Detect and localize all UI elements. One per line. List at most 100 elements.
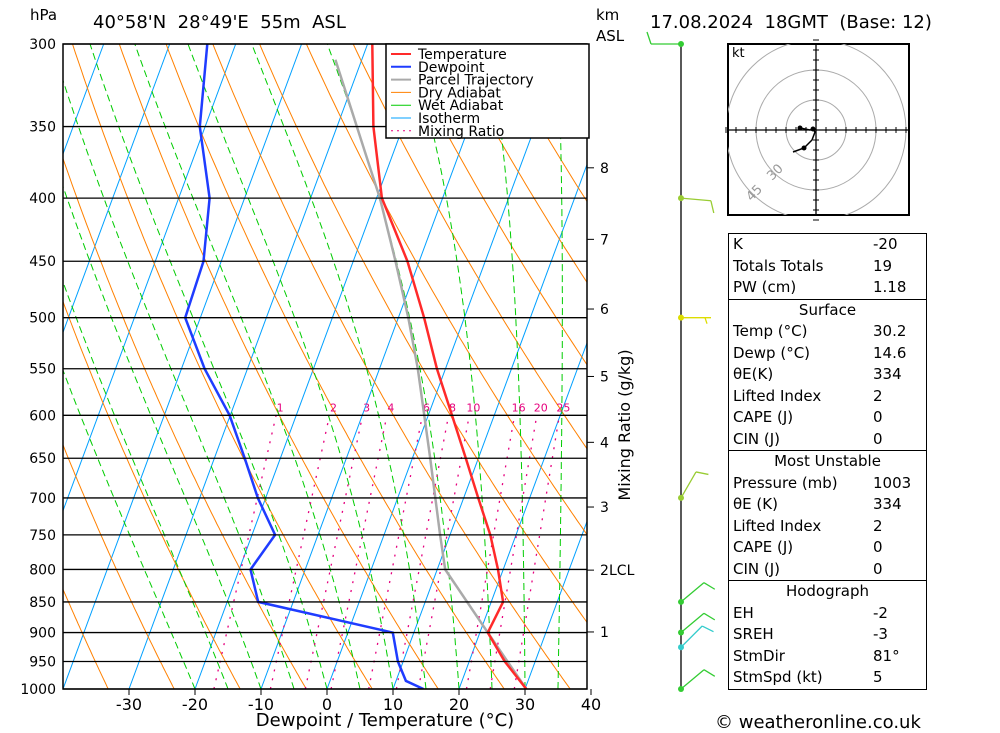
isotherm-line [194, 44, 435, 689]
index-row: Dewp (°C) 14.6 [729, 343, 926, 365]
index-row: θE(K) 334 [729, 364, 926, 386]
wet-adiabat-line [326, 44, 460, 689]
index-label: Dewp (°C) [733, 343, 811, 362]
legend-entry: Parcel Trajectory [418, 73, 534, 89]
wind-barb [680, 669, 716, 690]
pressure-tick-label: 350 [29, 120, 56, 136]
indices-section: Most Unstable Pressure (mb) 1003 θE (K) 334 L… [728, 451, 927, 581]
dry-adiabat-line [446, 44, 587, 284]
index-value: 0 [873, 559, 883, 578]
index-label: K [733, 235, 743, 253]
mixing-ratio-line [395, 415, 450, 689]
wind-barb [681, 317, 711, 324]
wet-adiabat-line [591, 44, 614, 689]
km-label: km [596, 6, 619, 24]
axes: 3003504004505005506006507007508008509009… [20, 37, 634, 714]
asl-label: ASL [596, 27, 625, 45]
pressure-tick-label: 850 [29, 595, 56, 611]
indices-table: K -20 Totals Totals 19 PW (cm) 1.18 Surface Tem… [728, 233, 927, 690]
mixing-ratio-line [330, 415, 388, 689]
mixing-ratio-label: 6 [423, 401, 430, 414]
pressure-tick-label: 300 [29, 37, 56, 53]
x-tick-label: -10 [248, 695, 274, 714]
index-value: -2 [873, 603, 888, 622]
index-label: SREH [733, 625, 774, 643]
dry-adiabat-line [305, 44, 587, 536]
index-value: 0 [873, 538, 883, 556]
dry-adiabat-line [63, 157, 307, 689]
x-tick-label: -30 [116, 695, 142, 714]
isotherm-line [63, 44, 171, 334]
dry-adiabat-line [352, 44, 587, 450]
mixing-ratio-label: 2 [330, 401, 337, 414]
pressure-tick-label: 1000 [20, 682, 56, 698]
mixing-ratio-line [269, 415, 331, 689]
pressure-tick-label: 700 [29, 491, 56, 507]
mixing-ratio-label: 4 [387, 401, 394, 414]
pressure-tick-label: 750 [29, 528, 56, 544]
isotherm-line [63, 44, 303, 689]
section-title: Surface [798, 300, 857, 319]
index-label: Lifted Index [733, 516, 822, 535]
index-row: CIN (J) 0 [729, 559, 926, 581]
wind-barb [680, 612, 716, 634]
pressure-tick-label: 550 [29, 362, 56, 378]
hodograph-point [797, 125, 803, 131]
wind-barb [680, 625, 714, 648]
dry-adiabat-line [118, 44, 439, 689]
index-label: CAPE (J) [733, 408, 794, 426]
index-row: Pressure (mb) 1003 [729, 473, 926, 495]
km-tick-label: 2 [600, 563, 609, 579]
isotherm-line [128, 44, 369, 689]
index-value: 2 [873, 386, 883, 405]
section-title: Most Unstable [774, 452, 881, 470]
index-row: Temp (°C) 30.2 [729, 321, 926, 343]
x-tick-label: 0 [322, 695, 332, 714]
wet-adiabat-line [63, 280, 229, 689]
hodograph-point [810, 126, 816, 132]
index-label: EH [733, 603, 754, 622]
index-label: Temp (°C) [733, 322, 808, 340]
index-row: Totals Totals 19 [729, 256, 926, 278]
index-label: Totals Totals [733, 256, 824, 275]
plot-frame [62, 43, 588, 690]
isotherm-line [524, 519, 587, 689]
mixing-ratio-label: 3 [363, 401, 370, 414]
mixing-ratio-label: 10 [466, 401, 480, 414]
km-tick-label: 7 [600, 232, 609, 248]
wet-adiabat-line [134, 44, 361, 689]
wind-level-dot [678, 644, 684, 651]
index-value: 81° [873, 646, 900, 665]
index-row: θE (K) 334 [729, 494, 926, 516]
wet-adiabat-line [489, 44, 526, 689]
legend-entry: Dry Adiabat [418, 85, 501, 101]
x-tick-label: 20 [449, 695, 469, 714]
dry-adiabat-line [63, 443, 175, 689]
mixing-ratio-axis-label: Mixing Ratio (g/kg) [615, 349, 634, 500]
index-value: 19 [873, 256, 893, 275]
km-tick-label: 8 [600, 161, 609, 177]
index-label: StmSpd (kt) [733, 668, 823, 686]
index-label: Lifted Index [733, 386, 822, 405]
mixing-ratio-label: 25 [556, 401, 570, 414]
isotherm-line [392, 163, 587, 689]
mixing-ratio-label: 8 [449, 401, 456, 414]
mixing-ratio-label: 20 [534, 401, 548, 414]
isotherm-line [326, 44, 567, 689]
km-tick-label: 4 [600, 435, 609, 451]
index-value: 334 [873, 495, 902, 513]
dry-adiabat-line [399, 44, 587, 366]
dry-adiabat-line [212, 44, 571, 689]
index-row: SREH -3 [729, 624, 926, 646]
x-tick-label: 40 [581, 695, 601, 714]
index-label: StmDir [733, 646, 785, 665]
index-value: 334 [873, 365, 902, 383]
index-row: CAPE (J) 0 [729, 407, 926, 429]
mixing-ratio-line [304, 415, 364, 689]
index-row: StmDir 81° [729, 646, 926, 668]
lcl-label: LCL [609, 563, 635, 579]
section-title: Hodograph [785, 582, 870, 600]
index-value: 0 [873, 408, 883, 426]
dry-adiabat-line [63, 300, 241, 689]
wet-adiabat-line [251, 44, 427, 689]
